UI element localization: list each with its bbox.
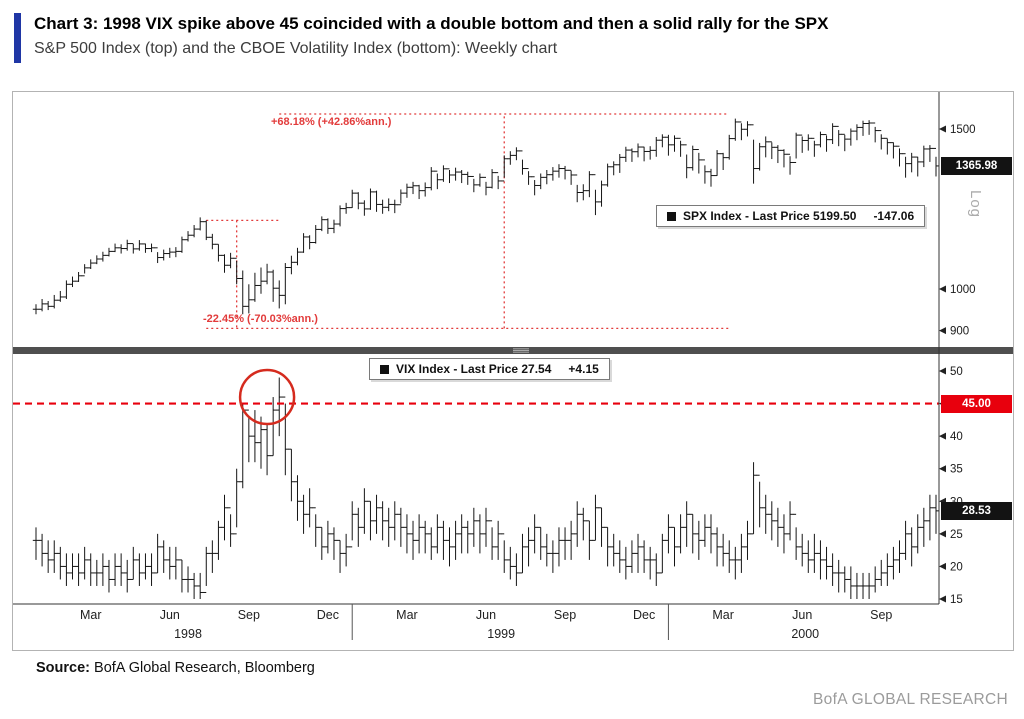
source-line: Source: BofA Global Research, Bloomberg xyxy=(36,660,1024,676)
chart-header: Chart 3: 1998 VIX spike above 45 coincid… xyxy=(0,0,1024,66)
page-title: Chart 3: 1998 VIX spike above 45 coincid… xyxy=(34,14,829,33)
svg-text:Mar: Mar xyxy=(396,608,418,622)
loss-annotation-label: -22.45% (-70.03%ann.) xyxy=(203,313,318,325)
svg-text:Mar: Mar xyxy=(80,608,102,622)
svg-text:900: 900 xyxy=(950,326,969,338)
vix-bars xyxy=(32,377,940,599)
vix-legend-swatch-icon xyxy=(380,364,389,374)
source-text: BofA Global Research, Bloomberg xyxy=(90,660,315,676)
vix-legend: VIX Index - Last Price 27.54 +4.15 xyxy=(369,358,610,380)
svg-text:Dec: Dec xyxy=(317,608,339,622)
svg-text:Mar: Mar xyxy=(712,608,734,622)
svg-text:Jun: Jun xyxy=(160,608,180,622)
svg-text:15: 15 xyxy=(950,594,963,606)
svg-text:Sep: Sep xyxy=(870,608,892,622)
title-block: Chart 3: 1998 VIX spike above 45 coincid… xyxy=(34,13,828,60)
spx-legend-label: SPX Index - Last Price 5199.50 xyxy=(683,209,857,223)
chart-area: 150010009005045403530252015MarJunSepDecM… xyxy=(12,91,1014,651)
bofa-brand: BofA GLOBAL RESEARCH xyxy=(813,691,1008,708)
spx-legend: SPX Index - Last Price 5199.50 -147.06 xyxy=(656,205,926,227)
chart-subtitle: S&P 500 Index (top) and the CBOE Volatil… xyxy=(34,40,558,58)
spx-bars xyxy=(32,118,940,315)
svg-text:1999: 1999 xyxy=(487,627,515,641)
vix-legend-change: +4.15 xyxy=(568,362,599,376)
gain-annotation-label: +68.18% (+42.86%ann.) xyxy=(271,116,392,128)
svg-text:2000: 2000 xyxy=(791,627,819,641)
spx-legend-change: -147.06 xyxy=(873,209,915,223)
vix-threshold-badge: 45.00 xyxy=(941,394,1012,413)
spx-last-price-badge: 1365.98 xyxy=(941,156,1012,175)
svg-text:1998: 1998 xyxy=(174,627,202,641)
spx-measure-lines xyxy=(206,113,730,330)
axes: 150010009005045403530252015MarJunSepDecM… xyxy=(13,92,976,641)
svg-text:50: 50 xyxy=(950,366,963,378)
svg-text:Sep: Sep xyxy=(238,608,260,622)
price-chart-svg[interactable]: 150010009005045403530252015MarJunSepDecM… xyxy=(13,92,1013,650)
svg-text:1500: 1500 xyxy=(950,124,976,136)
spx-legend-swatch-icon xyxy=(667,211,676,221)
vix-legend-label: VIX Index - Last Price 27.54 xyxy=(396,362,552,376)
source-label: Source: xyxy=(36,660,90,676)
log-scale-label: Log xyxy=(967,190,984,219)
title-accent-bar xyxy=(14,13,21,63)
svg-text:25: 25 xyxy=(950,529,963,541)
svg-text:1000: 1000 xyxy=(950,284,976,296)
svg-text:Dec: Dec xyxy=(633,608,655,622)
svg-text:20: 20 xyxy=(950,561,963,573)
svg-text:Jun: Jun xyxy=(792,608,812,622)
svg-text:Jun: Jun xyxy=(476,608,496,622)
svg-text:Sep: Sep xyxy=(554,608,576,622)
panel-divider[interactable] xyxy=(13,347,1013,354)
svg-text:35: 35 xyxy=(950,464,963,476)
svg-text:40: 40 xyxy=(950,431,963,443)
vix-spike-circle xyxy=(238,368,296,426)
vix-last-price-badge: 28.53 xyxy=(941,501,1012,520)
